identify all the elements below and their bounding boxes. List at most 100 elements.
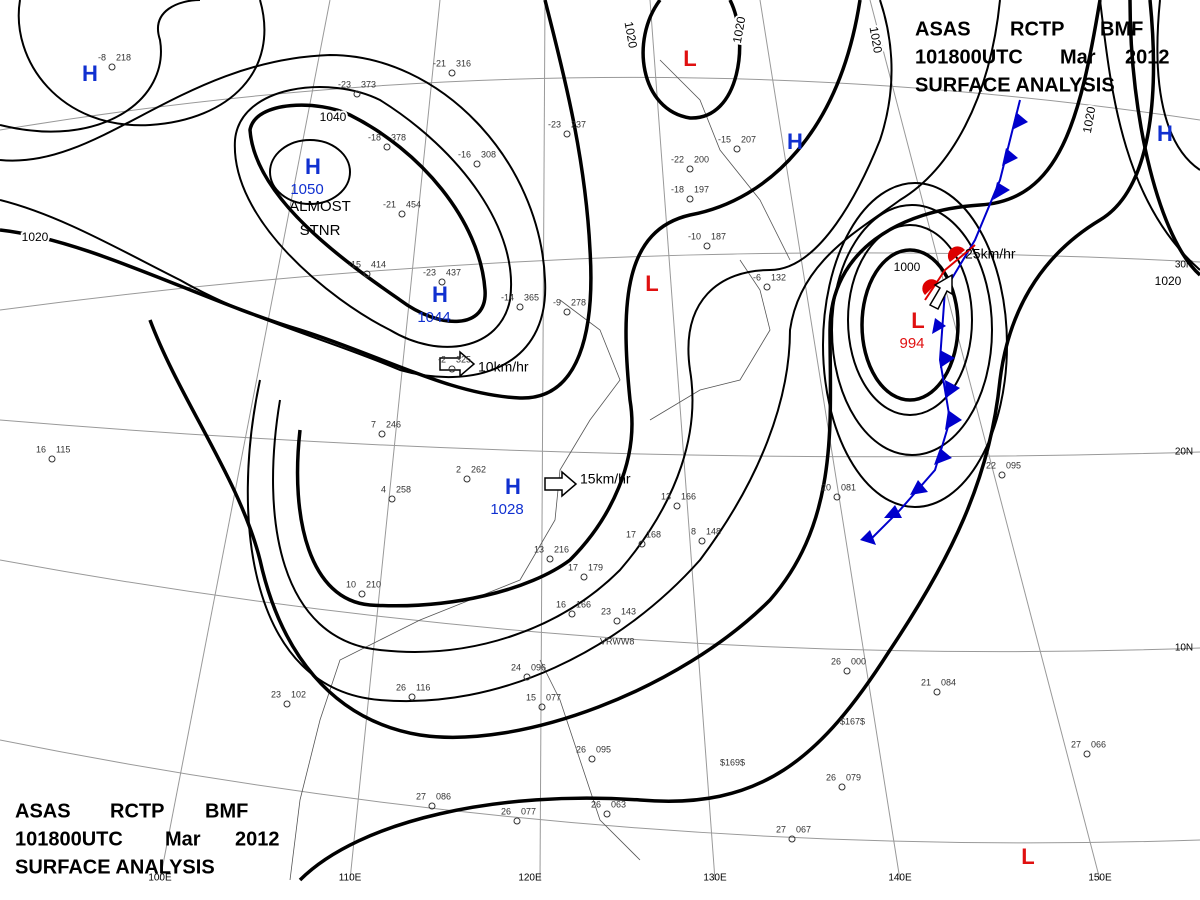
station-temperature: 26: [826, 772, 836, 782]
station-temperature: -23: [338, 79, 351, 89]
station-temperature: 26: [396, 682, 406, 692]
station-temperature: 27: [416, 791, 426, 801]
station-temperature: -18: [671, 184, 684, 194]
isobar: [272, 0, 893, 653]
station-marker: [283, 700, 291, 708]
isobar-label: 1020: [867, 25, 885, 54]
header-year: 2012: [235, 828, 280, 850]
station-temperature: 2: [456, 464, 461, 474]
station-marker: [448, 69, 456, 77]
header-agency: ASAS: [915, 18, 971, 40]
station-marker: [398, 210, 406, 218]
station-marker: [603, 810, 611, 818]
longitude-line: [349, 0, 441, 881]
stationary-note: STNR: [300, 222, 341, 239]
station-marker: [838, 783, 846, 791]
pressure-center-label: L: [1021, 844, 1034, 869]
station-marker: [833, 493, 841, 501]
station-temperature: 22: [986, 460, 996, 470]
isobar: [0, 0, 593, 400]
station-pressure: 308: [481, 149, 496, 159]
header-year: 2012: [1125, 46, 1170, 68]
station-temperature: -15: [718, 134, 731, 144]
isobar: [0, 0, 201, 133]
station-marker: [563, 308, 571, 316]
front-triangle: [884, 505, 902, 518]
station-temperature: -8: [98, 52, 106, 62]
station-temperature: 23: [271, 689, 281, 699]
cold-front-symbols: [860, 112, 1028, 545]
header-station: RCTP: [110, 800, 164, 822]
station-pressure: 414: [371, 259, 386, 269]
station-pressure: 258: [396, 484, 411, 494]
coastline: [659, 59, 791, 261]
station-pressure: 081: [841, 482, 856, 492]
station-marker: [438, 278, 446, 286]
longitude-label: 150E: [1088, 873, 1112, 884]
front-semicircle: [922, 279, 938, 295]
station-marker: [788, 835, 796, 843]
isobar-label: 1040: [320, 110, 347, 124]
pressure-center-value: 994: [899, 335, 924, 352]
station-pressure: 063: [611, 799, 626, 809]
station-pressure: 166: [681, 491, 696, 501]
isobar-label: 1020: [1155, 274, 1182, 288]
motion-label: 10km/hr: [478, 359, 529, 375]
front-triangle: [934, 448, 952, 465]
station-pressure: 116: [416, 682, 430, 692]
station-temperature: -15: [348, 259, 361, 269]
station-marker: [408, 693, 416, 701]
front-triangle: [1012, 112, 1028, 130]
station-marker: [998, 471, 1006, 479]
station-temperature: -16: [458, 149, 471, 159]
station-pressure: 148: [706, 526, 721, 536]
station-marker: [698, 537, 706, 545]
front-semicircle: [947, 246, 965, 262]
station-pressure: 084: [941, 677, 956, 687]
station-temperature: -22: [671, 154, 684, 164]
pressure-center-label: H: [432, 282, 448, 307]
station-marker: [363, 270, 371, 278]
station-marker: [358, 590, 366, 598]
latitude-line: [0, 559, 1200, 653]
coastline: [539, 659, 641, 861]
station-marker: [108, 63, 116, 71]
pressure-center-label: L: [683, 46, 696, 71]
station-temperature: 13: [661, 491, 671, 501]
station-marker: [843, 667, 851, 675]
station-marker: [523, 673, 531, 681]
station-pressure: 365: [524, 292, 539, 302]
station-temperature: -23: [548, 119, 561, 129]
station-temperature: -21: [433, 58, 446, 68]
station-marker: [383, 143, 391, 151]
station-marker: [473, 160, 481, 168]
labels: ASAS RCTP BMF 101800UTC Mar 2012 SURFACE ANALY…: [15, 13, 1193, 884]
station-marker: [48, 455, 56, 463]
station-temperature: -9: [553, 297, 561, 307]
station-pressure: 207: [741, 134, 756, 144]
station-temperature: 26: [501, 806, 511, 816]
warm-front: [924, 244, 976, 301]
longitude-label: 110E: [339, 873, 362, 884]
station-temperature: 21: [921, 677, 931, 687]
station-marker: [588, 755, 596, 763]
station-marker: [388, 495, 396, 503]
station-temperature: 26: [591, 799, 601, 809]
coastline: [289, 299, 621, 881]
header-station: RCTP: [1010, 18, 1064, 40]
station-marker: [638, 540, 646, 548]
station-temperature: 17: [568, 562, 578, 572]
longitude-line: [649, 0, 716, 881]
station-temperature: -23: [423, 267, 436, 277]
station-marker: [428, 802, 436, 810]
station-pressure: 187: [711, 231, 726, 241]
station-pressure: 200: [694, 154, 709, 164]
pressure-center-label: H: [787, 129, 803, 154]
pressure-center-label: H: [505, 474, 521, 499]
station-marker: [353, 90, 361, 98]
station-pressure: 437: [446, 267, 461, 277]
front-triangle: [945, 380, 960, 398]
